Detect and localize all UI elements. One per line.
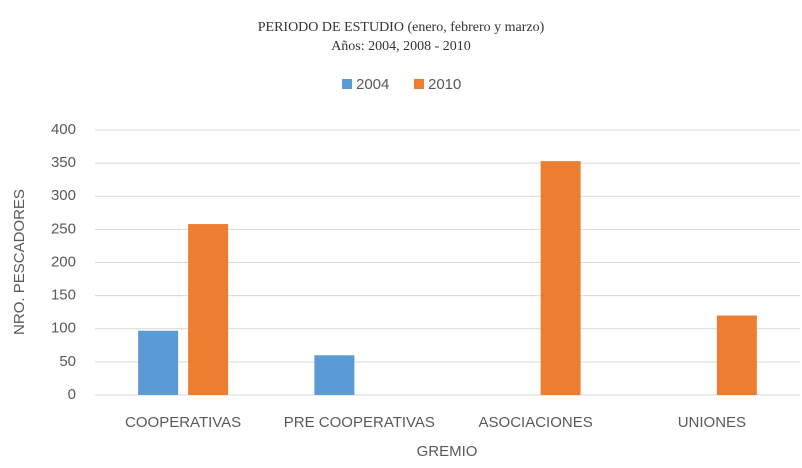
y-tick-label: 50 xyxy=(59,353,76,370)
y-tick-label: 0 xyxy=(68,386,76,403)
y-axis-label: NRO. PESCADORES xyxy=(11,189,28,335)
x-tick-label: PRE COOPERATIVAS xyxy=(284,414,435,431)
legend-label: 2010 xyxy=(428,76,461,93)
legend-swatch xyxy=(414,79,424,89)
y-tick-label: 250 xyxy=(51,220,76,237)
y-tick-label: 300 xyxy=(51,187,76,204)
x-tick-label: ASOCIACIONES xyxy=(479,414,593,431)
y-tick-label: 400 xyxy=(51,121,76,138)
legend-label: 2004 xyxy=(356,76,389,93)
chart-title: PERIODO DE ESTUDIO (enero, febrero y mar… xyxy=(258,20,545,35)
bar xyxy=(138,330,179,395)
chart-subtitle: Años: 2004, 2008 - 2010 xyxy=(331,39,471,54)
bar xyxy=(314,355,355,395)
bar xyxy=(188,224,229,395)
x-tick-label: UNIONES xyxy=(678,414,746,431)
bar xyxy=(540,161,581,395)
bar xyxy=(716,315,757,395)
legend-swatch xyxy=(342,79,352,89)
x-tick-label: COOPERATIVAS xyxy=(125,414,241,431)
x-axis-label: GREMIO xyxy=(417,443,478,460)
y-tick-label: 200 xyxy=(51,253,76,270)
y-tick-label: 350 xyxy=(51,154,76,171)
y-tick-label: 150 xyxy=(51,287,76,304)
y-tick-label: 100 xyxy=(51,320,76,337)
